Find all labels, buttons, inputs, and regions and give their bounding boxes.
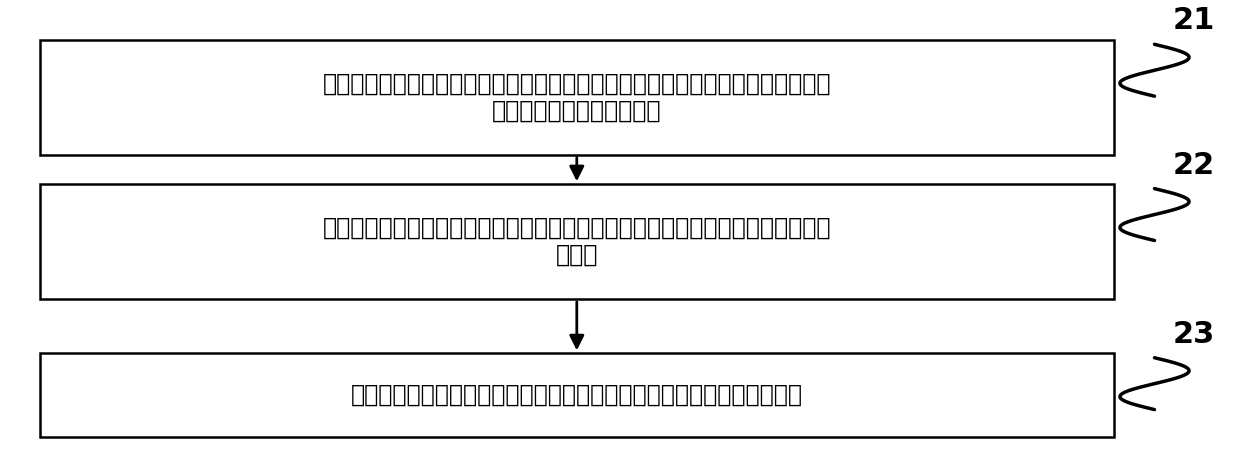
Text: 对所述传感器二维对称矩阵利用滑动平均窗的数据矩阵进行计算，获得时间序列的: 对所述传感器二维对称矩阵利用滑动平均窗的数据矩阵进行计算，获得时间序列的	[322, 216, 831, 240]
Bar	[40, 184, 1114, 299]
Text: 23: 23	[1173, 320, 1215, 349]
Text: 关联度: 关联度	[556, 243, 598, 267]
Bar	[40, 40, 1114, 155]
Text: 21: 21	[1173, 6, 1215, 35]
Text: 利用时间序列的关联度对相关传感器进行故障判断，实现传感器故障检测: 利用时间序列的关联度对相关传感器进行故障判断，实现传感器故障检测	[351, 383, 802, 407]
Bar	[40, 353, 1114, 437]
Text: 任意两监测传感器的关联度与一阈値相比较，将大于阈値的关联度对应的监测传感: 任意两监测传感器的关联度与一阈値相比较，将大于阈値的关联度对应的监测传感	[322, 72, 831, 96]
Text: 器构成传感器二维对称矩阵: 器构成传感器二维对称矩阵	[492, 99, 662, 123]
Text: 22: 22	[1173, 151, 1215, 179]
